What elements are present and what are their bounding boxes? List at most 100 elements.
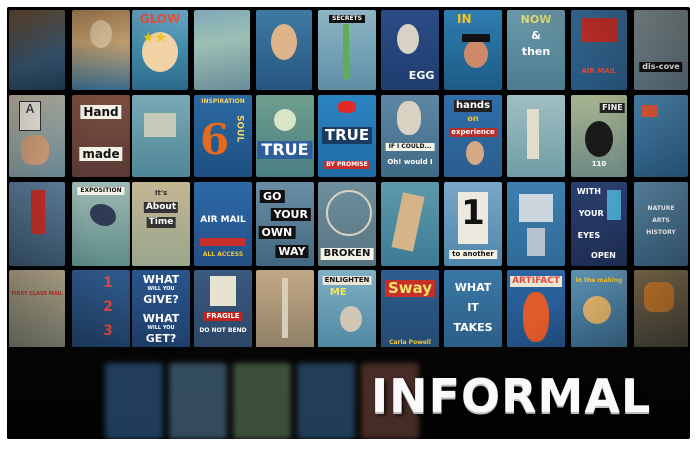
card-r3c6: BROKEN xyxy=(318,182,376,266)
card-text: & xyxy=(531,29,541,42)
card-text: made xyxy=(79,147,123,161)
card-r1c8: IN xyxy=(444,10,502,90)
card-text: GET? xyxy=(145,332,177,345)
card-text: on xyxy=(467,114,479,123)
card-text: YOUR xyxy=(270,208,311,221)
card-text: Sway xyxy=(384,280,436,297)
card-r2c3 xyxy=(132,95,190,177)
card-text: DO NOT BEND xyxy=(199,327,247,334)
card-text: AIR MAIL xyxy=(581,67,617,75)
card-r1c11: dis-cove xyxy=(634,10,688,90)
card-text: AIR MAIL xyxy=(200,215,246,225)
card-r3c7 xyxy=(381,182,439,266)
card-text: hands xyxy=(453,100,493,112)
card-text: IT xyxy=(467,301,479,314)
card-text: TRUE xyxy=(321,127,373,144)
card-r2c9 xyxy=(507,95,565,177)
card-text: About xyxy=(143,202,179,213)
card-text: WHAT xyxy=(142,312,180,325)
card-r1c2 xyxy=(72,10,130,90)
card-r2c10: FINE 110 xyxy=(571,95,627,177)
card-text: 110 xyxy=(591,160,607,168)
card-r1c3: GLOW ★★ xyxy=(132,10,188,90)
card-r1c9: NOW & then xyxy=(507,10,565,90)
card-text: TAKES xyxy=(453,321,493,334)
card-r4c9: ARTIFACT xyxy=(507,270,565,352)
card-r4c7: Sway Carla Powell xyxy=(381,270,439,352)
card-r2c8: hands on experience xyxy=(444,95,502,177)
card-text: ME xyxy=(329,287,347,298)
card-r3c4: AIR MAIL ALL ACCESS xyxy=(194,182,252,266)
card-r1c5 xyxy=(256,10,312,90)
card-text: EXPOSITION xyxy=(77,187,125,195)
card-r4c8: WHAT IT TAKES xyxy=(444,270,502,352)
card-text: ARTIFACT xyxy=(510,276,562,287)
card-r1c4 xyxy=(194,10,250,90)
card-r4c11 xyxy=(634,270,688,352)
card-text: FINE xyxy=(600,103,625,113)
card-text: FIRST CLASS MAIL xyxy=(11,291,63,297)
card-text: WHAT xyxy=(142,273,180,286)
card-text: GIVE? xyxy=(143,293,179,306)
card-text: YOUR xyxy=(578,209,604,218)
blurred-card xyxy=(297,363,355,439)
card-r2c2: Hand made xyxy=(72,95,130,177)
card-r3c1 xyxy=(9,182,65,266)
artist-trading-cards-photo: GLOW ★★ SECRETS EGG IN NOW xyxy=(7,7,690,439)
blurred-card xyxy=(105,363,163,439)
card-text: SECRETS xyxy=(329,15,365,23)
card-text: Oh! would I xyxy=(387,158,433,166)
card-text: Carla Powell xyxy=(389,339,431,346)
card-text: ENLIGHTEN xyxy=(322,276,372,285)
card-r3c10: WITH YOUR EYES OPEN xyxy=(571,182,627,266)
card-text: Time xyxy=(146,217,176,228)
card-text: INSPIRATION xyxy=(201,98,245,105)
card-text: ARTS xyxy=(652,217,670,224)
card-r1c6: SECRETS xyxy=(318,10,376,90)
card-text: GO xyxy=(260,190,285,203)
card-r4c1: FIRST CLASS MAIL xyxy=(9,270,65,352)
card-text: NATURE xyxy=(647,205,675,212)
blurred-card xyxy=(361,363,419,439)
card-text: OPEN xyxy=(591,251,616,260)
card-text: Hand xyxy=(80,105,122,119)
card-text: then xyxy=(521,45,551,58)
card-text: BY PROMISE xyxy=(324,161,370,169)
card-r4c2: 1 2 3 xyxy=(72,270,130,352)
blurred-card xyxy=(233,363,291,439)
card-r2c5: TRUE xyxy=(256,95,314,177)
card-r4c5 xyxy=(256,270,314,352)
card-text: WITH xyxy=(576,187,601,196)
title-text: INFORMAL xyxy=(371,369,652,423)
card-text: NOW xyxy=(520,13,552,26)
blurred-card xyxy=(169,363,227,439)
card-r3c8: 1 to another xyxy=(444,182,502,266)
card-r2c7: IF I COULD... Oh! would I xyxy=(381,95,439,177)
card-text: 2 xyxy=(103,299,113,315)
card-text: 3 xyxy=(103,323,113,339)
card-text: EGG xyxy=(408,69,435,82)
card-text: WILL YOU xyxy=(147,325,175,331)
card-text: WILL YOU xyxy=(147,286,175,292)
card-text: It's xyxy=(154,189,168,197)
card-r3c3: It's About Time xyxy=(132,182,190,266)
card-r4c3: WHAT WILL YOU GIVE? WHAT WILL YOU GET? xyxy=(132,270,190,352)
card-text: SOUL xyxy=(234,115,245,143)
card-r1c1 xyxy=(9,10,65,90)
card-text: GLOW xyxy=(139,12,181,26)
card-r1c7: EGG xyxy=(381,10,439,90)
card-r4c4: FRAGILE DO NOT BEND xyxy=(194,270,252,352)
card-r2c1: A xyxy=(9,95,65,177)
card-r4c10: in the making xyxy=(571,270,627,352)
card-text: experience xyxy=(449,128,497,137)
card-text: IN xyxy=(457,12,472,26)
card-text: 1 xyxy=(103,275,113,291)
card-text: OWN xyxy=(258,226,296,239)
card-r1c10: AIR MAIL xyxy=(571,10,627,90)
card-r4c6: ENLIGHTEN ME xyxy=(318,270,376,352)
card-r3c2: EXPOSITION xyxy=(72,182,130,266)
card-text: BROKEN xyxy=(320,248,374,260)
card-r2c4: INSPIRATION 6 SOUL xyxy=(194,95,252,177)
card-text: EYES xyxy=(577,231,601,240)
